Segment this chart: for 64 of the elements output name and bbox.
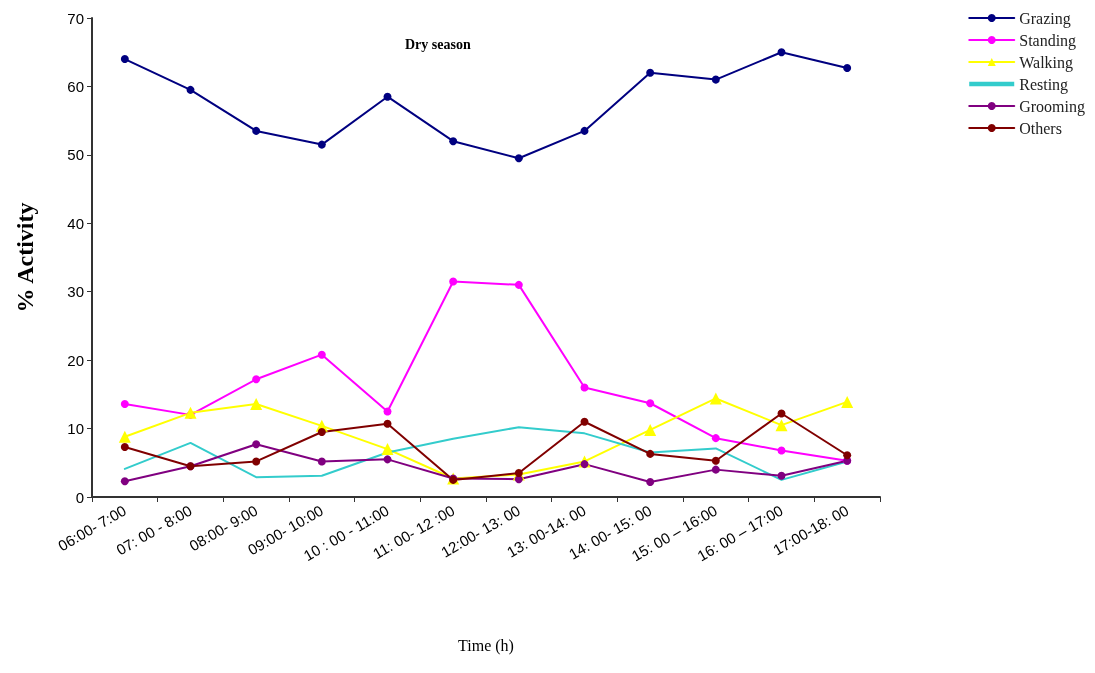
point bbox=[777, 471, 786, 480]
x-axis-title: Time (h) bbox=[458, 636, 514, 655]
point bbox=[580, 460, 589, 469]
legend-label: Walking bbox=[1019, 53, 1074, 72]
point bbox=[317, 427, 326, 436]
y-tick-label: 0 bbox=[75, 488, 84, 506]
y-tick-label: 10 bbox=[67, 420, 84, 438]
y-tick-label: 40 bbox=[67, 214, 84, 232]
point bbox=[646, 477, 655, 486]
point bbox=[580, 417, 589, 426]
y-tick-label: 20 bbox=[67, 351, 84, 369]
legend-label: Resting bbox=[1019, 75, 1069, 94]
point bbox=[449, 137, 458, 146]
point bbox=[711, 434, 720, 443]
point bbox=[775, 419, 788, 432]
y-tick-label: 30 bbox=[67, 283, 84, 301]
point bbox=[843, 451, 852, 460]
point bbox=[711, 75, 720, 84]
text: Dry season bbox=[405, 36, 471, 52]
point bbox=[646, 68, 655, 77]
point bbox=[646, 449, 655, 458]
point bbox=[843, 63, 852, 72]
point bbox=[383, 407, 392, 416]
point bbox=[120, 55, 129, 64]
point bbox=[120, 443, 129, 452]
point bbox=[383, 455, 392, 464]
point bbox=[381, 443, 394, 456]
point bbox=[580, 126, 589, 135]
point bbox=[317, 457, 326, 466]
point bbox=[317, 350, 326, 359]
point bbox=[644, 423, 657, 436]
point bbox=[186, 85, 195, 94]
y-tick-label: 50 bbox=[67, 146, 84, 164]
point bbox=[711, 465, 720, 474]
point bbox=[184, 406, 197, 419]
point bbox=[514, 280, 523, 289]
legend-label: Grooming bbox=[1019, 97, 1086, 116]
point bbox=[777, 409, 786, 418]
point bbox=[250, 397, 263, 410]
point bbox=[449, 277, 458, 286]
point bbox=[777, 48, 786, 57]
point bbox=[711, 456, 720, 465]
point bbox=[514, 154, 523, 163]
legend-label: Grazing bbox=[1019, 9, 1071, 28]
y-tick-label: 70 bbox=[67, 9, 84, 27]
point bbox=[580, 383, 589, 392]
point bbox=[709, 392, 722, 405]
point bbox=[252, 440, 261, 449]
point bbox=[118, 430, 131, 443]
point bbox=[252, 457, 261, 466]
point bbox=[317, 140, 326, 149]
point bbox=[777, 446, 786, 455]
y-tick-label: 60 bbox=[67, 77, 84, 95]
y-axis-title: % Activity bbox=[12, 202, 38, 313]
point bbox=[120, 399, 129, 408]
point bbox=[252, 375, 261, 384]
point bbox=[383, 419, 392, 428]
legend-label: Others bbox=[1019, 119, 1062, 137]
point bbox=[383, 92, 392, 101]
point bbox=[841, 395, 854, 408]
point bbox=[120, 477, 129, 486]
point bbox=[252, 126, 261, 135]
legend-label: Standing bbox=[1019, 31, 1077, 50]
point bbox=[646, 399, 655, 408]
